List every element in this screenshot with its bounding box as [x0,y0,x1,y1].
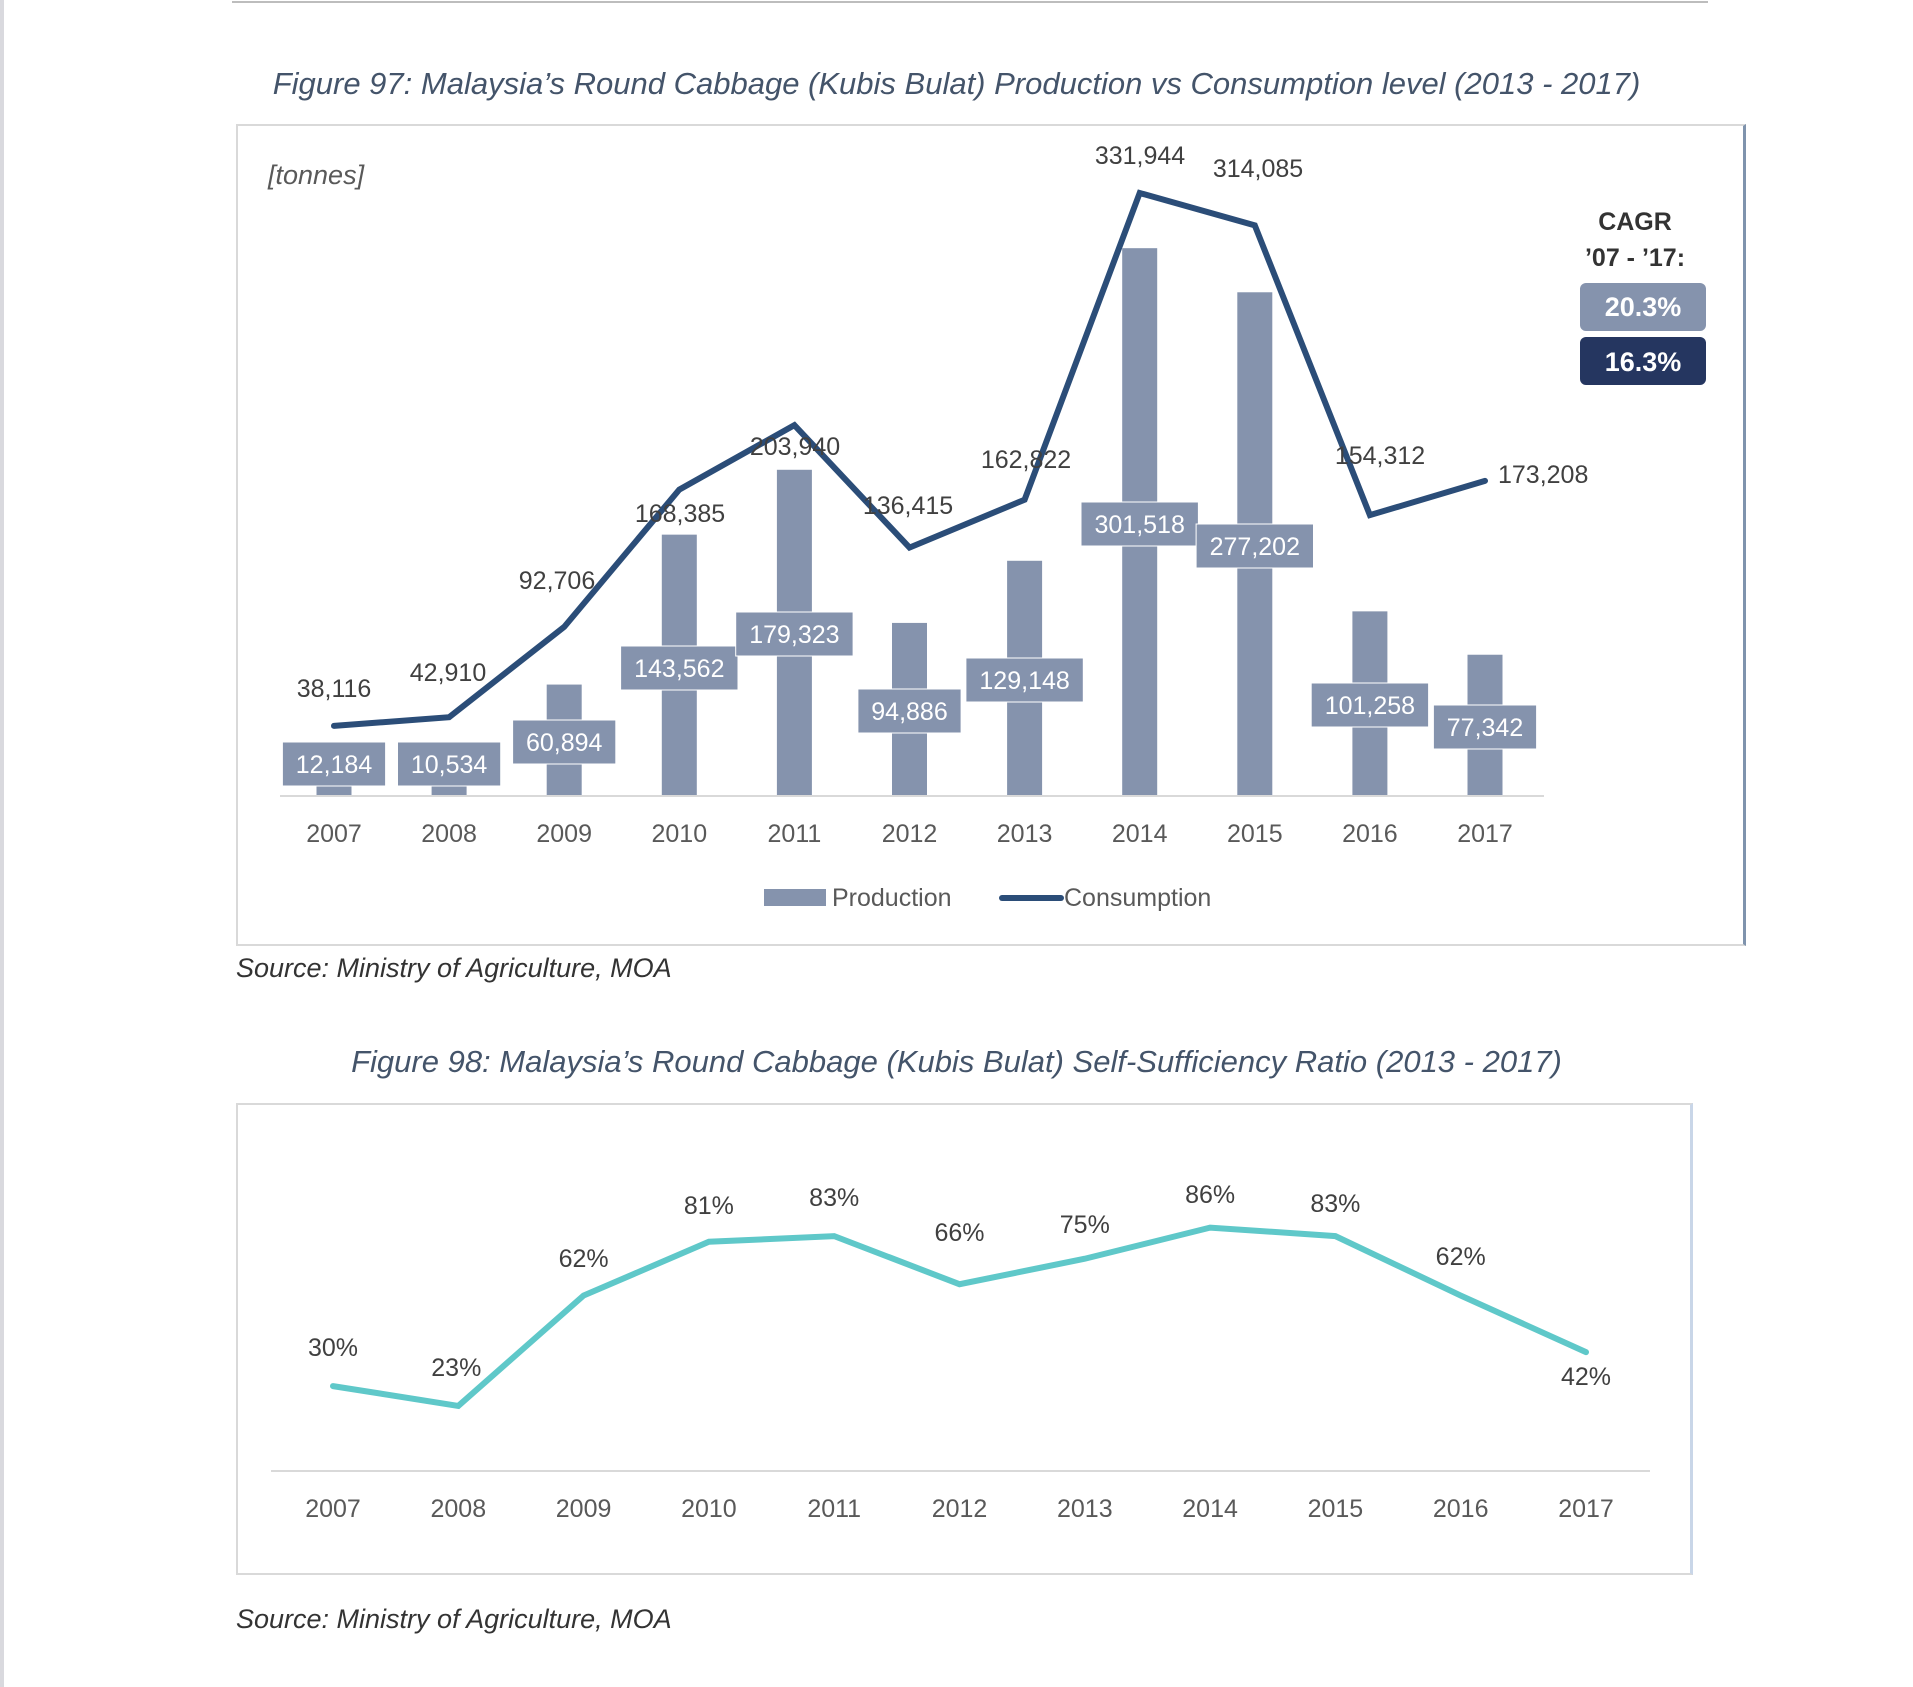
ssr-data-label: 81% [684,1192,734,1220]
cagr-period: ’07 - ’17: [1585,244,1685,272]
production-data-label-box [620,645,739,691]
x-tick-label: 2011 [768,820,822,848]
consumption-data-label: 92,706 [519,567,595,595]
ssr-data-label: 75% [1060,1211,1110,1239]
consumption-data-label: 162,822 [981,446,1071,474]
ssr-data-label: 86% [1185,1181,1235,1209]
cagr-consumption-badge [1580,337,1706,385]
ssr-data-label: 42% [1561,1363,1611,1391]
legend-consumption-label: Consumption [1064,884,1211,912]
figure-97-source: Source: Ministry of Agriculture, MOA [236,953,672,983]
x-tick-label: 2014 [1182,1495,1238,1523]
figure-98-source: Source: Ministry of Agriculture, MOA [236,1604,672,1634]
page-left-edge [0,0,4,1687]
x-tick-label: 2010 [681,1495,737,1523]
x-tick-label: 2008 [430,1495,486,1523]
production-data-label-box [735,611,854,657]
ssr-line [330,1224,1589,1410]
cagr-production-value: 20.3% [1605,292,1682,322]
ssr-data-label: 62% [559,1245,609,1273]
x-tick-label: 2009 [536,820,592,848]
production-data-label-box [397,741,502,787]
ssr-data-label: 83% [809,1184,859,1212]
consumption-data-label: 38,116 [297,675,372,703]
top-rule [232,1,1708,3]
production-data-label: 60,894 [526,729,603,757]
production-data-label: 301,518 [1095,511,1185,539]
x-tick-label: 2017 [1457,820,1513,848]
ssr-data-label: 62% [1436,1243,1486,1271]
self-sufficiency-chart: 30% 23% 62% 81% 83% 66% 75% 86% 83% 62% 42% 2007 200… [271,1181,1650,1523]
consumption-data-label: 136,415 [863,492,953,520]
production-data-label: 179,323 [749,621,839,649]
figure-98-chart-frame: 30% 23% 62% 81% 83% 66% 75% 86% 83% 62% 42% 2007 200… [236,1103,1693,1575]
unit-label: [tonnes] [267,160,366,190]
figure-97-chart-frame: [tonnes] 12,184 10,534 60,894 143,562 179,323… [236,124,1746,946]
production-data-label-box [1080,501,1199,547]
production-data-label: 10,534 [411,751,488,779]
consumption-data-label: 203,940 [750,433,840,461]
x-tick-label: 2013 [1057,1495,1113,1523]
consumption-data-label: 173,208 [1498,461,1588,489]
consumption-data-label: 154,312 [1335,442,1425,470]
cagr-title: CAGR [1598,208,1672,236]
legend-production-swatch [764,889,826,906]
production-consumption-chart: [tonnes] 12,184 10,534 60,894 143,562 179,323… [267,142,1706,912]
consumption-data-label: 42,910 [410,659,486,687]
consumption-data-label: 331,944 [1095,142,1185,170]
ssr-data-label: 66% [934,1219,984,1247]
production-data-label: 101,258 [1325,692,1415,720]
production-data-label: 77,342 [1447,714,1523,742]
x-tick-label: 2007 [306,820,362,848]
consumption-data-label: 168,385 [635,500,725,528]
x-tick-label: 2012 [932,1495,988,1523]
production-data-label-box [281,741,387,787]
production-data-label-box [857,688,962,734]
x-tick-label: 2014 [1112,820,1168,848]
x-tick-label: 2011 [807,1495,861,1523]
production-data-label: 94,886 [871,698,947,726]
x-tick-label: 2010 [651,820,707,848]
x-tick-label: 2012 [882,820,938,848]
figure-97-title: Figure 97: Malaysia’s Round Cabbage (Kub… [272,66,1641,101]
x-tick-label: 2016 [1342,820,1398,848]
ssr-data-label: 23% [431,1354,481,1382]
ssr-data-label: 83% [1310,1190,1360,1218]
cagr-production-badge [1580,283,1706,331]
x-tick-label: 2009 [556,1495,612,1523]
legend-production-label: Production [832,884,952,912]
x-tick-label: 2007 [305,1495,361,1523]
x-tick-label: 2008 [421,820,477,848]
consumption-data-label: 314,085 [1213,155,1303,183]
production-data-label: 277,202 [1210,533,1300,561]
production-data-label: 129,148 [979,667,1069,695]
production-data-label-box [512,719,617,765]
x-tick-label: 2015 [1308,1495,1364,1523]
x-tick-label: 2016 [1433,1495,1489,1523]
x-tick-label: 2015 [1227,820,1283,848]
production-data-label-box [1432,704,1538,750]
figure-98-title: Figure 98: Malaysia’s Round Cabbage (Kub… [351,1044,1562,1079]
x-tick-label: 2017 [1558,1495,1614,1523]
x-tick-label: 2013 [997,820,1053,848]
cagr-consumption-value: 16.3% [1605,347,1682,377]
production-data-label: 12,184 [296,751,373,779]
ssr-data-label: 30% [308,1334,358,1362]
production-data-label-box [1195,523,1314,569]
production-data-label-box [965,657,1084,703]
production-data-label-box [1310,682,1430,728]
production-data-label: 143,562 [634,655,724,683]
